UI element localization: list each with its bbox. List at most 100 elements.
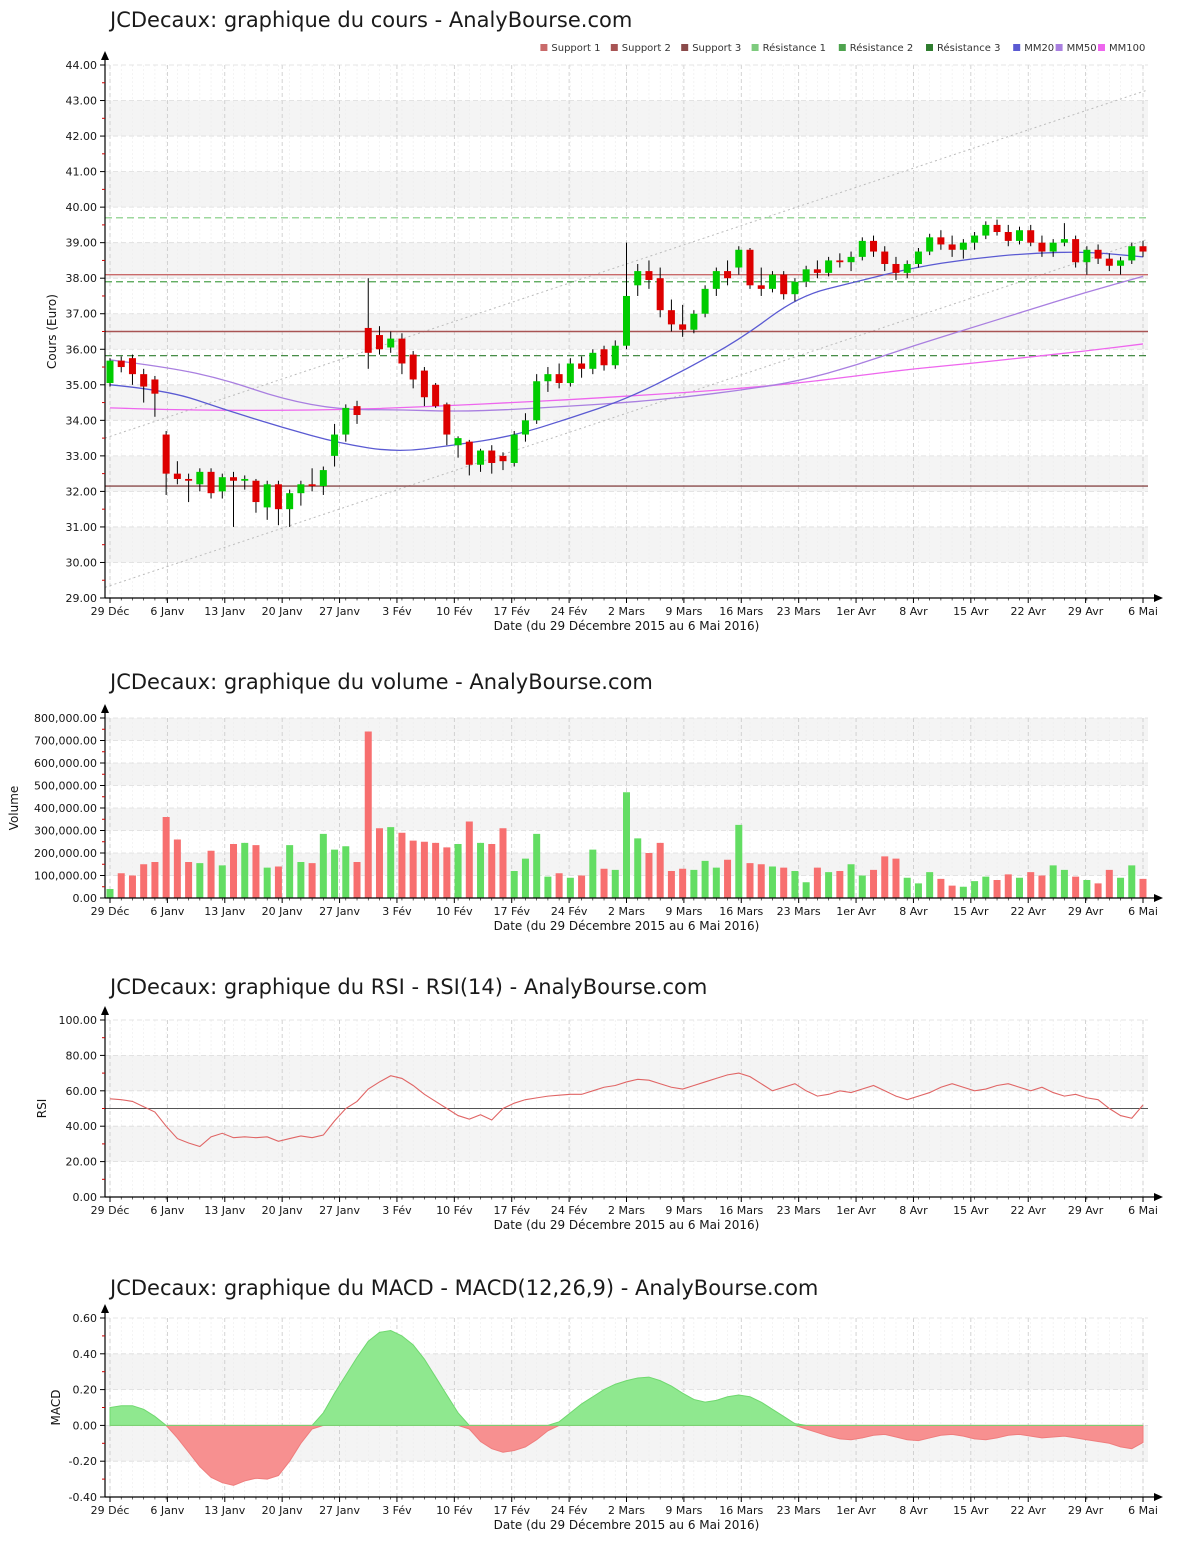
x-axis-title: Date (du 29 Décembre 2015 au 6 Mai 2016) — [494, 619, 760, 633]
x-tick-label: 17 Fév — [493, 605, 530, 618]
x-tick-label: 6 Janv — [150, 1204, 184, 1217]
legend-swatch — [1098, 44, 1105, 51]
x-tick-label: 29 Déc — [91, 1504, 130, 1517]
y-tick-label: 38.00 — [66, 272, 98, 285]
x-tick-label: 15 Avr — [953, 905, 989, 918]
legend-swatch — [1013, 44, 1021, 51]
y-tick-label: 0.00 — [73, 1419, 98, 1432]
x-tick-label: 24 Fév — [551, 1204, 588, 1217]
legend-swatch — [610, 44, 618, 51]
x-tick-label: 23 Mars — [777, 905, 821, 918]
x-tick-label: 6 Mai — [1128, 1204, 1158, 1217]
x-tick-label: 16 Mars — [719, 1504, 763, 1517]
x-tick-label: 6 Mai — [1128, 605, 1158, 618]
x-axis-arrow-icon — [1154, 594, 1163, 602]
legend-label: Résistance 3 — [937, 42, 1000, 54]
x-tick-label: 29 Déc — [91, 905, 130, 918]
y-axis-title: Cours (Euro) — [45, 294, 59, 369]
legend-swatch — [926, 44, 933, 51]
x-tick-label: 27 Janv — [319, 1504, 360, 1517]
mm20-line — [109, 251, 1144, 451]
x-tick-label: 6 Mai — [1128, 1504, 1158, 1517]
y-axis-arrow-icon — [101, 1304, 109, 1313]
y-tick-label: 80.00 — [66, 1049, 98, 1062]
legend-label: MM100 — [1109, 43, 1145, 54]
legend-swatch — [681, 44, 689, 51]
x-tick-label: 29 Avr — [1068, 1504, 1104, 1517]
macd-chart-title: JCDecaux: graphique du MACD - MACD(12,26… — [110, 1276, 819, 1300]
x-tick-label: 15 Avr — [953, 1504, 989, 1517]
y-axis-arrow-icon — [101, 704, 109, 713]
y-tick-label: 43.00 — [66, 95, 98, 108]
x-tick-label: 17 Fév — [493, 1504, 530, 1517]
y-tick-label: 32.00 — [66, 485, 98, 498]
y-tick-label: 31.00 — [66, 521, 98, 534]
legend-label: MM20 — [1024, 43, 1054, 54]
legend-swatch — [751, 44, 759, 51]
x-tick-label: 20 Janv — [262, 605, 303, 618]
y-tick-label: 0.20 — [73, 1384, 98, 1397]
x-tick-label: 27 Janv — [319, 1204, 360, 1217]
rsi-grid — [105, 1019, 1148, 1198]
volume-bars — [106, 731, 1147, 898]
x-axis-arrow-icon — [1154, 1493, 1163, 1501]
x-tick-label: 2 Mars — [608, 1204, 645, 1217]
macd-positive-area — [109, 1330, 1143, 1426]
legend-label: MM50 — [1067, 43, 1097, 54]
x-tick-label: 24 Fév — [551, 1504, 588, 1517]
y-tick-label: 41.00 — [66, 166, 98, 179]
x-tick-label: 23 Mars — [777, 605, 821, 618]
x-tick-label: 6 Janv — [150, 905, 184, 918]
price-chart-title: JCDecaux: graphique du cours - AnalyBour… — [110, 8, 633, 32]
macd-chart-section: JCDecaux: graphique du MACD - MACD(12,26… — [0, 1266, 1200, 1550]
y-tick-label: 20.00 — [66, 1156, 98, 1169]
y-tick-label: 37.00 — [66, 308, 98, 321]
y-axis-title: Volume — [7, 786, 21, 831]
x-tick-label: 10 Fév — [436, 1504, 473, 1517]
mm50-line — [109, 275, 1144, 412]
x-tick-label: 8 Avr — [899, 1204, 928, 1217]
x-tick-label: 20 Janv — [262, 1504, 303, 1517]
y-axis-arrow-icon — [101, 1006, 109, 1015]
legend-swatch — [838, 44, 846, 51]
x-tick-label: 6 Janv — [150, 1504, 184, 1517]
y-tick-label: 40.00 — [66, 1120, 98, 1133]
x-tick-label: 10 Fév — [436, 605, 473, 618]
price-axes: 29.00 30.00 31.00 32.00 33.00 34.00 35.00 36.00… — [45, 51, 1163, 633]
x-tick-label: 9 Mars — [665, 1204, 702, 1217]
macd-chart: -0.40 -0.20 0.00 0.20 0.40 0.60 29 Déc 6 Janv 13… — [49, 1304, 1163, 1532]
x-axis-title: Date (du 29 Décembre 2015 au 6 Mai 2016) — [494, 1218, 760, 1232]
x-tick-label: 9 Mars — [665, 605, 702, 618]
y-tick-label: 35.00 — [66, 379, 98, 392]
x-tick-label: 29 Avr — [1068, 1204, 1104, 1217]
x-tick-label: 3 Fév — [382, 905, 412, 918]
volume-chart: 0.00 100,000.00 200,000.00 300,000.00 400,00… — [7, 704, 1163, 933]
x-tick-label: 22 Avr — [1011, 1504, 1047, 1517]
rsi-axes: 0.00 20.00 40.00 60.00 80.00 100.00 29 Déc 6 Ja… — [35, 1006, 1163, 1232]
y-tick-label: 300,000.00 — [34, 825, 97, 838]
x-tick-label: 8 Avr — [899, 905, 928, 918]
y-tick-label: 100,000.00 — [34, 870, 97, 883]
x-tick-label: 17 Fév — [493, 1204, 530, 1217]
x-tick-label: 1er Avr — [836, 905, 876, 918]
x-tick-label: 1er Avr — [836, 1204, 876, 1217]
x-tick-label: 2 Mars — [608, 605, 645, 618]
y-axis-title: RSI — [35, 1099, 49, 1119]
y-tick-label: 100.00 — [59, 1014, 98, 1027]
y-tick-label: 44.00 — [66, 59, 98, 72]
x-tick-label: 8 Avr — [899, 1504, 928, 1517]
x-tick-label: 1er Avr — [836, 1504, 876, 1517]
x-tick-label: 24 Fév — [551, 605, 588, 618]
x-tick-label: 22 Avr — [1011, 905, 1047, 918]
x-tick-label: 6 Mai — [1128, 905, 1158, 918]
x-tick-label: 16 Mars — [719, 605, 763, 618]
y-tick-label: 34.00 — [66, 414, 98, 427]
price-chart-section: JCDecaux: graphique du cours - AnalyBour… — [0, 0, 1200, 648]
x-tick-label: 9 Mars — [665, 1504, 702, 1517]
x-tick-label: 23 Mars — [777, 1504, 821, 1517]
mm100-line — [109, 343, 1144, 412]
x-tick-label: 20 Janv — [262, 905, 303, 918]
rsi-chart-section: JCDecaux: graphique du RSI - RSI(14) - A… — [0, 963, 1200, 1263]
legend-label: Support 1 — [551, 43, 600, 54]
